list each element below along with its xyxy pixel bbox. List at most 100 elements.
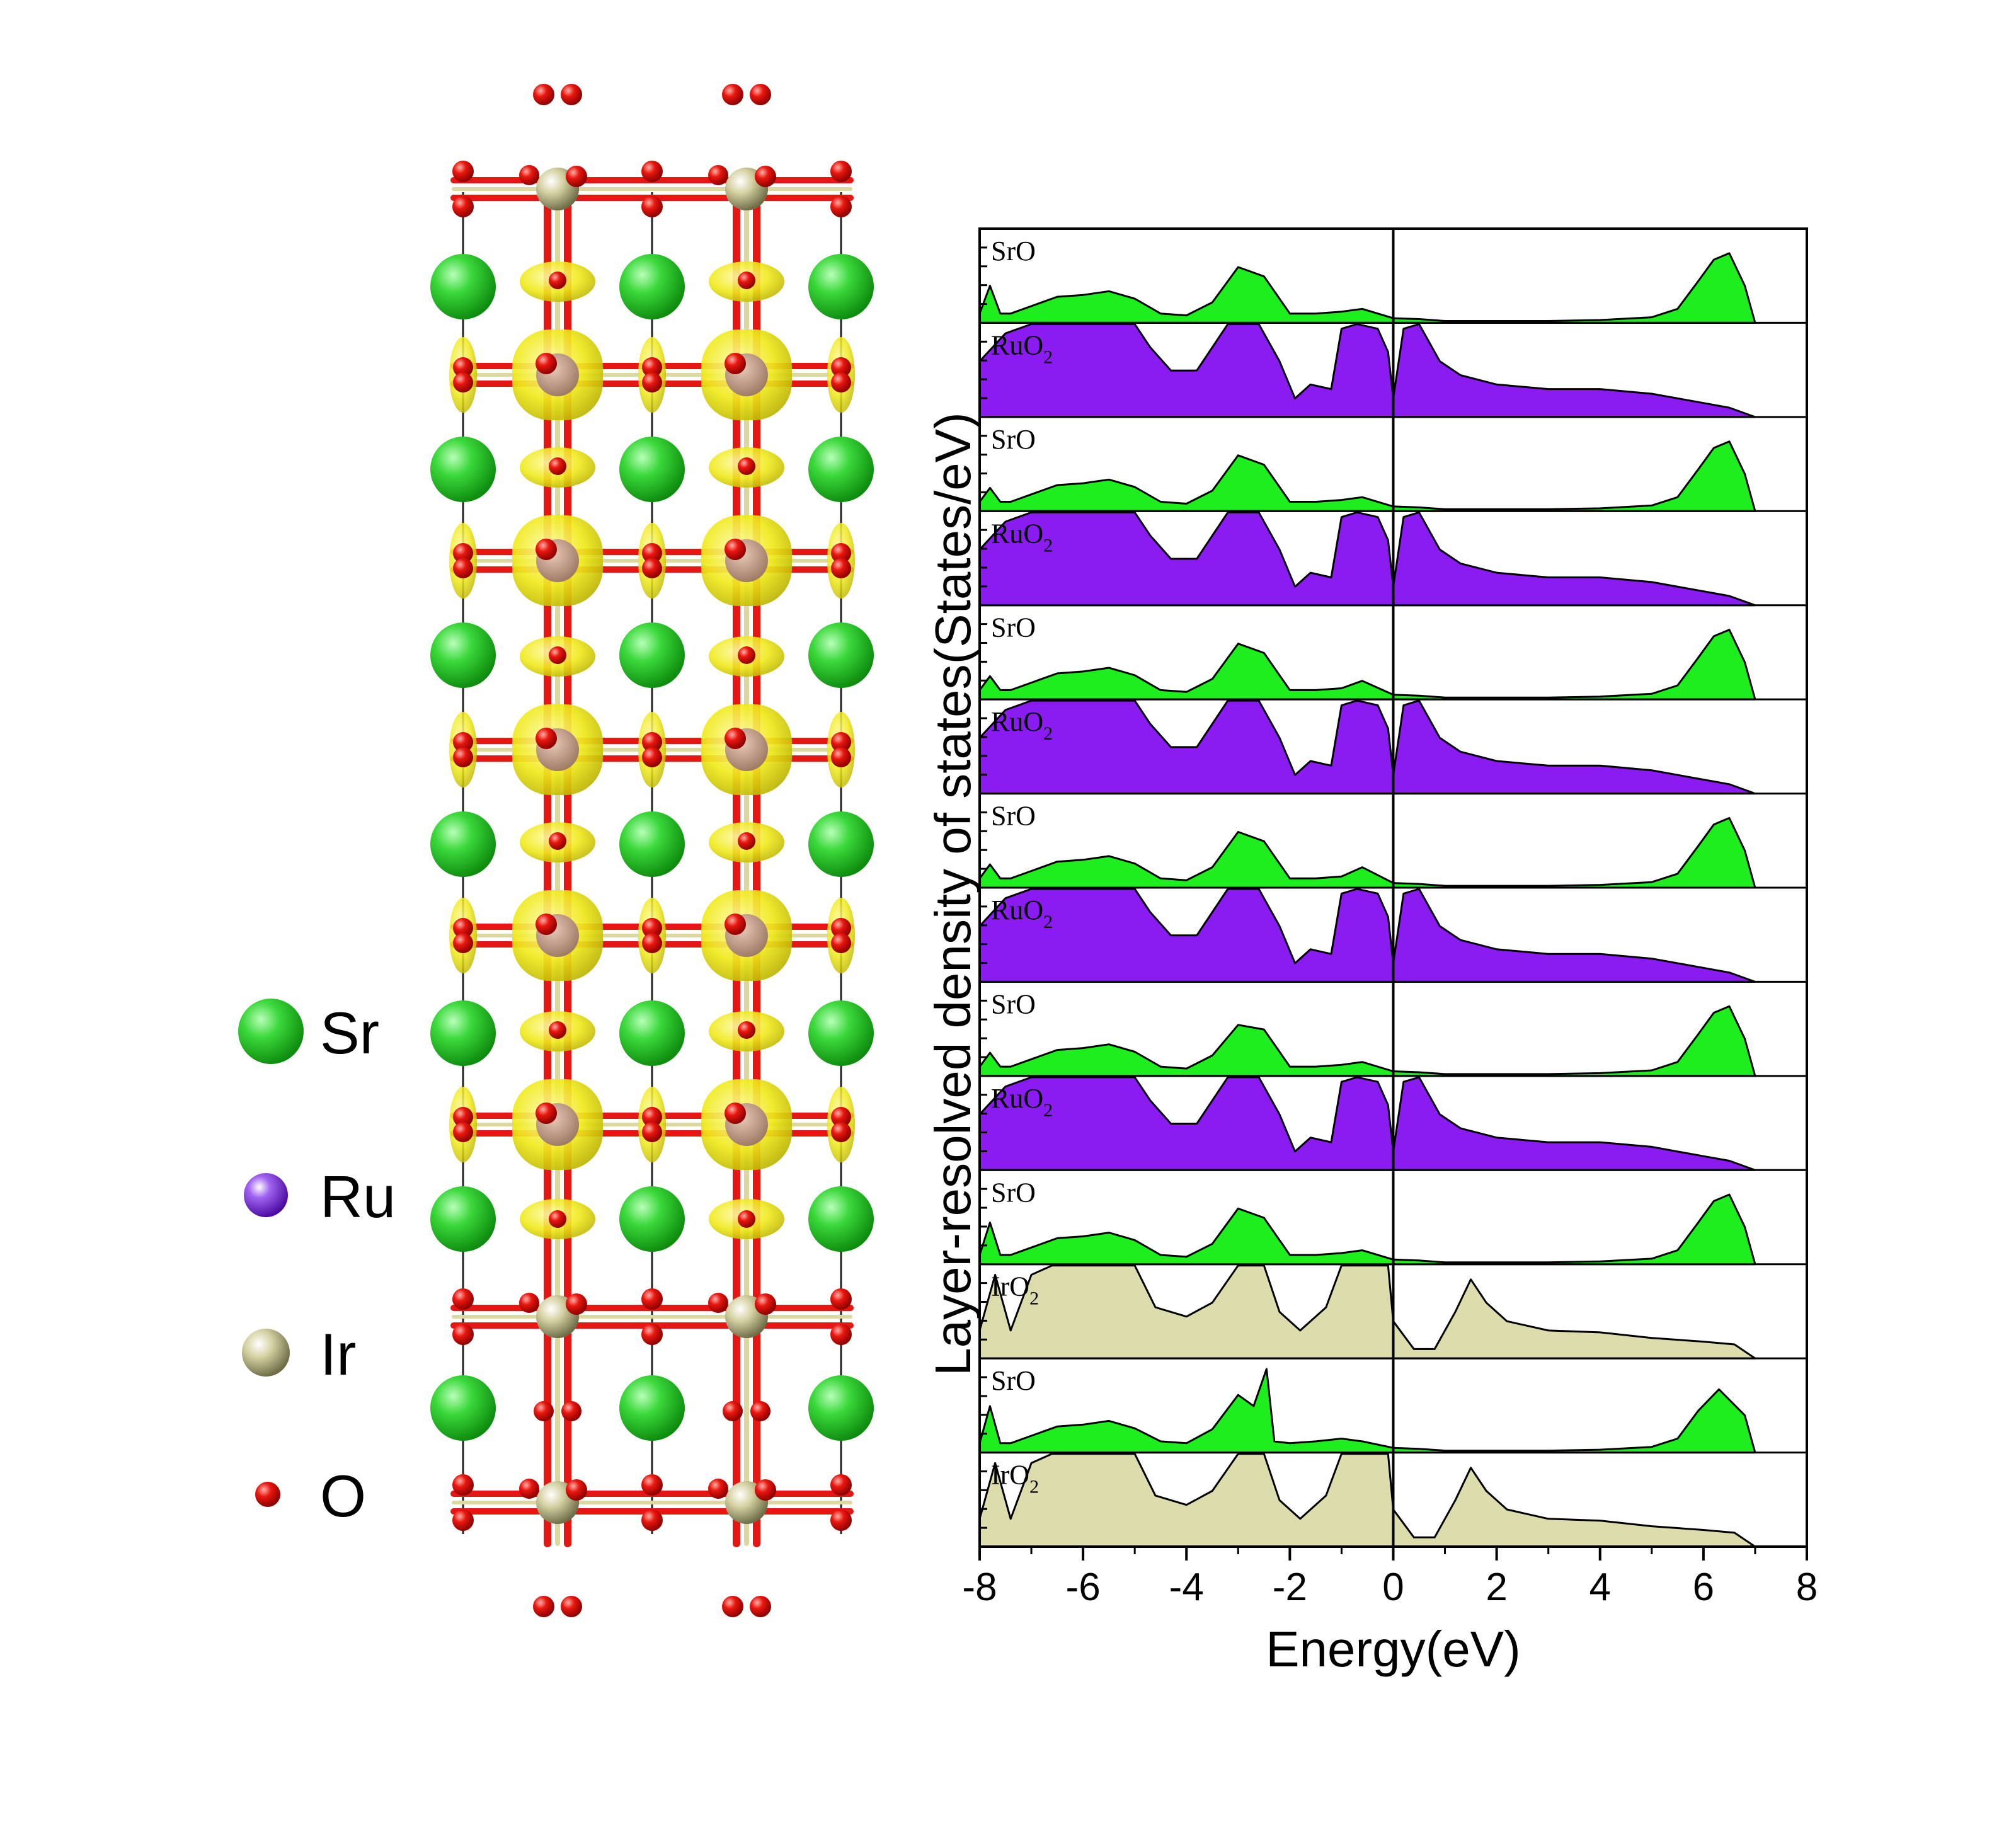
o-atom: [534, 1401, 554, 1421]
x-tick-label: 8: [1796, 1566, 1818, 1609]
o-atom: [519, 1479, 539, 1499]
y-axis-label: Layer-resolved density of states(States/…: [925, 412, 981, 1376]
dos-curve-1: [978, 252, 1756, 324]
o-atom: [566, 166, 587, 187]
o-atom: [452, 1288, 474, 1310]
o-atom: [452, 1324, 474, 1345]
o-atom: [536, 728, 557, 749]
sr-atom: [808, 1186, 874, 1252]
o-atom: [750, 1401, 770, 1421]
o-atom: [453, 918, 473, 938]
panel-label-subscript: 2: [1043, 1100, 1053, 1121]
o-atom: [641, 1509, 663, 1531]
o-atom: [641, 1288, 663, 1310]
o-atom: [641, 161, 663, 182]
sr-atom: [619, 1375, 685, 1441]
panel-label-14: IrO2: [991, 1460, 1039, 1498]
dos-curve-14: [978, 1453, 1756, 1548]
dos-curve-12: [978, 1264, 1756, 1360]
o-atom: [453, 372, 473, 392]
x-axis-label: Energy(eV): [1266, 1621, 1521, 1677]
dos-curve-3: [978, 440, 1756, 512]
o-atom: [738, 646, 755, 664]
o-atom: [755, 1479, 776, 1501]
o-atom: [549, 1021, 566, 1039]
panel-label-subscript: 2: [1043, 346, 1053, 367]
panel-label-subscript: 2: [1043, 535, 1053, 556]
x-tick-label: -6: [1066, 1566, 1101, 1609]
panel-label-1: SrO: [991, 236, 1036, 266]
o-atom: [831, 747, 851, 767]
panel-label-main: IrO: [991, 1460, 1029, 1491]
panel-label-11: SrO: [991, 1177, 1036, 1208]
sr-atom: [808, 1375, 874, 1441]
o-atom: [830, 1288, 852, 1310]
panel-label-13: SrO: [991, 1365, 1036, 1396]
panel-label-subscript: 2: [1029, 1477, 1039, 1498]
legend-label-sr: Sr: [320, 1000, 379, 1066]
legend-item-ir: Ir: [242, 1321, 356, 1387]
o-atom: [724, 914, 746, 935]
panel-label-2: RuO2: [991, 329, 1053, 367]
sr-atom: [430, 254, 496, 319]
panel-label-main: SrO: [991, 1365, 1036, 1396]
sr-atom: [619, 254, 685, 319]
sr-atom: [430, 811, 496, 877]
panel-label-6: RuO2: [991, 706, 1053, 744]
legend-item-o: O: [255, 1463, 366, 1529]
o-atom: [452, 1509, 474, 1531]
o-atom: [724, 353, 746, 374]
o-atom: [453, 558, 473, 578]
dos-curve-2: [978, 323, 1756, 418]
o-atom: [453, 933, 473, 953]
dos-panel-13-sro: SrO: [978, 1357, 1807, 1454]
o-atom: [536, 1102, 557, 1124]
panel-label-main: RuO: [991, 329, 1043, 360]
o-atom: [724, 539, 746, 560]
o-atom: [641, 1474, 663, 1496]
x-axis-ticks: -8 -6 -4 -2 0 2 4 6 8: [962, 1547, 1818, 1609]
panel-label-main: SrO: [991, 424, 1036, 455]
panel-label-main: SrO: [991, 988, 1036, 1019]
sr-atom: [430, 437, 496, 502]
o-atom: [642, 732, 662, 752]
o-atom: [536, 353, 557, 374]
o-atom: [708, 1293, 728, 1313]
o-atom-icon: [255, 1482, 280, 1507]
dos-panel-4-ruo2: RuO2: [978, 510, 1807, 607]
sr-atom: [808, 1000, 874, 1066]
o-atom: [738, 272, 755, 289]
x-tick-label: -4: [1169, 1566, 1204, 1609]
sr-atom: [619, 622, 685, 688]
o-atom: [642, 357, 662, 377]
o-atom: [641, 1324, 663, 1345]
panel-label-main: RuO: [991, 1083, 1043, 1114]
panel-label-subscript: 2: [1029, 1288, 1039, 1309]
panel-label-subscript: 2: [1043, 723, 1053, 744]
panel-label-8: RuO2: [991, 895, 1053, 932]
o-atom: [566, 1479, 587, 1501]
dos-chart: SrORuO2SrORuO2SrORuO2SrORuO2SrORuO2SrOIr…: [925, 227, 1818, 1677]
sr-atom: [808, 254, 874, 319]
o-atom: [642, 1107, 662, 1127]
x-tick-label: 2: [1486, 1566, 1507, 1609]
o-atom: [831, 558, 851, 578]
x-tick-label: -8: [962, 1566, 997, 1609]
panel-label-main: RuO: [991, 895, 1043, 925]
o-atom: [724, 1102, 746, 1124]
panel-label-main: RuO: [991, 706, 1043, 737]
o-atom: [755, 166, 776, 187]
o-atom: [549, 457, 566, 475]
sr-atom-icon: [238, 999, 304, 1064]
o-atom: [738, 1021, 755, 1039]
o-atom: [642, 543, 662, 563]
o-atom: [519, 165, 539, 185]
sr-atom: [619, 1000, 685, 1066]
dos-panels: SrORuO2SrORuO2SrORuO2SrORuO2SrORuO2SrOIr…: [978, 236, 1807, 1548]
dos-curve-13: [978, 1368, 1756, 1454]
dos-curve-10: [978, 1076, 1756, 1171]
sr-atom: [619, 811, 685, 877]
dos-curve-6: [978, 699, 1756, 795]
panel-label-3: SrO: [991, 424, 1036, 455]
legend-label-ru: Ru: [320, 1164, 396, 1230]
